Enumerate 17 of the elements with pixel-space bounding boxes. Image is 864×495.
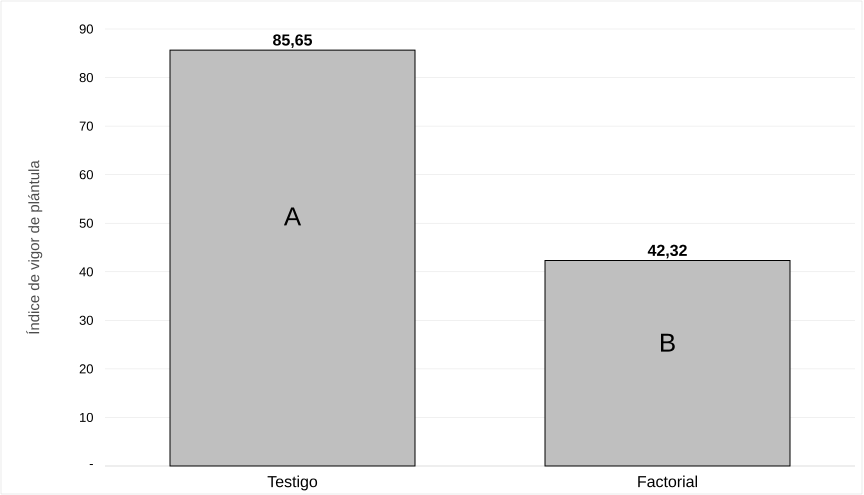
- x-tick-label: Testigo: [268, 476, 318, 490]
- y-tick-label: 70: [80, 122, 93, 131]
- data-label: 42,32: [648, 244, 687, 258]
- y-tick-label: 20: [80, 364, 93, 374]
- x-tick-label: Factorial: [638, 476, 697, 488]
- y-tick-label: 10: [80, 412, 93, 422]
- y-tick-label: 80: [80, 72, 93, 82]
- y-tick-label: 90: [80, 24, 93, 34]
- data-label: 85,65: [273, 34, 312, 48]
- y-tick-label: -: [90, 464, 93, 466]
- y-tick-label: 50: [80, 218, 93, 228]
- y-tick-label: 40: [79, 267, 93, 276]
- annotation: B: [660, 334, 675, 352]
- y-tick-label: 30: [80, 316, 93, 325]
- annotation: A: [284, 208, 302, 226]
- y-axis-title: Índice de vigor de plántula: [26, 160, 42, 334]
- y-tick-label: 60: [80, 170, 93, 180]
